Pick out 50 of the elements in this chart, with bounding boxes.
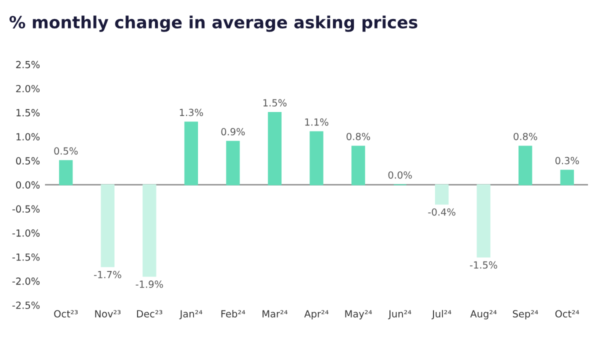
x-tick-label: Sep²⁴ (512, 310, 538, 320)
bar (434, 184, 449, 205)
data-label: 0.5% (54, 147, 78, 155)
chart-title: % monthly change in average asking prices (10, 16, 418, 32)
y-tick-label: -2.0% (12, 278, 40, 285)
bar (142, 184, 156, 277)
data-label: 1.1% (305, 118, 328, 126)
data-label: 0.9% (221, 128, 245, 136)
x-tick-label: Jan²⁴ (179, 310, 202, 320)
y-tick-label: 2.0% (16, 84, 40, 92)
data-label: 0.3% (555, 156, 579, 164)
data-label: -0.4% (428, 208, 456, 216)
y-tick-label: -0.5% (12, 205, 40, 213)
data-label: 0.0% (388, 171, 412, 179)
y-tick-label: 2.5% (16, 60, 40, 68)
x-tick-label: May²⁴ (345, 310, 372, 320)
x-tick-label: Nov²³ (95, 310, 121, 318)
y-tick-label: -2.5% (12, 302, 40, 309)
bar (184, 122, 198, 186)
y-tick-label: 0.0% (16, 181, 40, 189)
bar (310, 131, 324, 186)
bar (560, 170, 574, 186)
bar (351, 146, 366, 186)
data-label: 1.3% (180, 108, 204, 116)
bar (268, 112, 282, 186)
data-label: -1.5% (470, 261, 498, 269)
y-tick-label: 1.0% (16, 133, 40, 140)
x-tick-label: Aug²⁴ (470, 310, 497, 320)
x-tick-label: Oct²⁴ (555, 310, 580, 318)
bar (476, 184, 490, 258)
data-label: 1.5% (263, 99, 287, 106)
x-tick-label: Dec²³ (137, 310, 162, 318)
y-tick-label: -1.5% (12, 253, 40, 261)
bar (226, 140, 240, 186)
data-label: 0.8% (346, 132, 370, 140)
y-tick-label: 0.5% (16, 157, 40, 165)
x-tick-label: Apr²⁴ (304, 310, 328, 320)
x-tick-label: Feb²⁴ (221, 310, 246, 318)
x-tick-label: Jun²⁴ (388, 310, 412, 320)
y-tick-label: -1.0% (12, 229, 40, 237)
bar (518, 146, 532, 186)
data-label: 0.8% (514, 132, 538, 140)
x-tick-label: Mar²⁴ (262, 310, 288, 318)
bar (100, 184, 114, 268)
data-label: -1.7% (94, 270, 122, 278)
bar (59, 160, 73, 186)
y-tick-label: 1.5% (16, 109, 40, 116)
x-tick-label: Oct²³ (54, 310, 78, 318)
x-tick-label: Jul²⁴ (432, 310, 452, 320)
data-label: -1.9% (136, 280, 163, 288)
